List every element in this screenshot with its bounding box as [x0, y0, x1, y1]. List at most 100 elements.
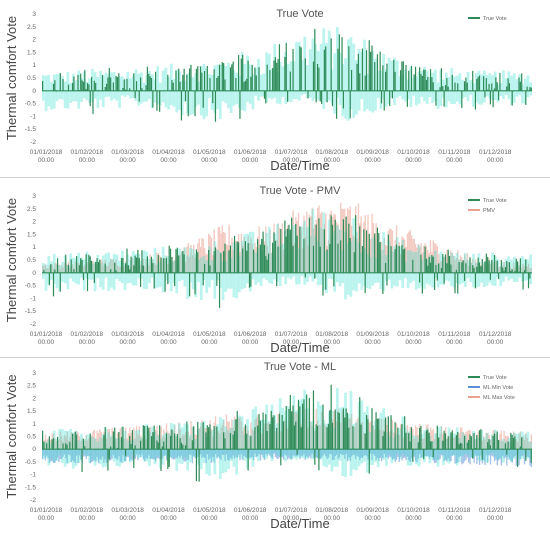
halo-mark: [82, 259, 86, 291]
x-tick-time: 00:00: [283, 157, 300, 164]
bar-mark: [337, 412, 339, 450]
area-mark: [168, 433, 170, 450]
area-mark: [99, 449, 101, 460]
bar-mark: [163, 258, 165, 273]
halo-mark: [52, 253, 56, 284]
chart-panel-1: True Vote Thermal comfort Vote 3 2.5 2 1.5 1 0.…: [0, 0, 550, 176]
bar-mark: [431, 441, 433, 450]
area-mark: [126, 438, 128, 450]
bar-mark: [353, 252, 355, 273]
area-mark: [393, 251, 395, 273]
halo-mark: [210, 260, 214, 281]
bar-mark: [165, 258, 168, 273]
halo-mark: [123, 79, 127, 97]
bar-mark: [42, 80, 44, 91]
area-mark: [375, 449, 377, 460]
halo-mark: [417, 438, 421, 467]
area-mark: [333, 449, 335, 460]
bar-mark: [258, 67, 260, 91]
y-tick-label: 2.5: [27, 24, 36, 31]
area-mark: [387, 449, 390, 459]
series-ml-min-vote: [42, 449, 532, 467]
area-mark: [431, 449, 433, 458]
x-tick-time: 00:00: [201, 157, 218, 164]
halo-mark: [118, 260, 121, 282]
halo-mark: [390, 60, 394, 98]
halo-mark: [404, 262, 407, 279]
bar-mark: [149, 76, 151, 91]
bar-mark: [511, 434, 513, 450]
bar-mark: [82, 438, 85, 450]
bar-mark: [348, 223, 350, 273]
area-mark: [263, 423, 266, 450]
bar-mark: [428, 432, 430, 450]
bar-mark: [274, 57, 276, 91]
bar-mark: [303, 399, 305, 450]
area-mark: [506, 435, 508, 450]
area-mark: [176, 449, 179, 459]
halo-mark: [502, 438, 505, 463]
area-mark: [421, 439, 424, 450]
y-axis-label: Thermal comfort Vote: [4, 198, 19, 322]
halo-mark: [218, 417, 222, 479]
area-mark: [405, 449, 407, 461]
chart-panel-3: True Vote - ML Thermal comfort Vote 3 2.5 2 1…: [0, 358, 550, 538]
bar-mark: [85, 88, 87, 91]
bar-mark: [511, 269, 513, 273]
bar-mark: [472, 449, 474, 459]
area-mark: [160, 426, 162, 450]
bar-mark: [304, 58, 306, 91]
bar-mark: [266, 259, 268, 273]
bar-mark: [76, 256, 78, 273]
y-tick-label: 0.5: [27, 257, 36, 264]
bar-mark: [280, 449, 282, 466]
area-mark: [42, 265, 44, 273]
area-mark: [100, 449, 102, 460]
area-mark: [118, 266, 120, 273]
halo-mark: [300, 226, 304, 277]
bar-mark: [73, 269, 75, 273]
area-mark: [71, 264, 74, 273]
area-mark: [190, 421, 192, 450]
halo-mark: [189, 75, 192, 116]
halo-mark: [463, 434, 467, 454]
bar-mark: [135, 257, 138, 273]
bar-mark: [421, 272, 423, 294]
area-mark: [499, 434, 501, 450]
bar-mark: [295, 223, 297, 273]
bar-mark: [267, 253, 270, 273]
area-mark: [212, 436, 214, 450]
halo-mark: [371, 425, 375, 465]
area-mark: [462, 432, 464, 450]
area-mark: [419, 247, 421, 273]
bar-mark: [496, 431, 498, 450]
halo-mark: [314, 44, 317, 99]
halo-mark: [491, 75, 494, 101]
bar-mark: [368, 233, 370, 273]
area-mark: [227, 449, 229, 460]
area-mark: [171, 449, 173, 459]
bar-mark: [276, 272, 278, 287]
bar-mark: [327, 424, 330, 450]
bar-mark: [450, 432, 452, 450]
area-mark: [466, 449, 469, 458]
area-mark: [92, 449, 94, 462]
area-mark: [167, 431, 169, 450]
area-mark: [297, 212, 300, 273]
area-mark: [523, 439, 526, 450]
area-mark: [73, 449, 75, 462]
area-mark: [208, 449, 210, 460]
y-tick-label: 2: [32, 219, 36, 226]
bar-mark: [326, 427, 328, 450]
area-mark: [345, 449, 347, 455]
area-mark: [95, 438, 97, 450]
bar-mark: [474, 272, 477, 289]
area-mark: [240, 233, 243, 273]
area-mark: [251, 243, 253, 273]
bar-mark: [259, 244, 261, 273]
area-mark: [440, 261, 443, 273]
bar-mark: [398, 245, 400, 273]
bar-mark: [497, 90, 500, 101]
bar-mark: [257, 425, 259, 450]
